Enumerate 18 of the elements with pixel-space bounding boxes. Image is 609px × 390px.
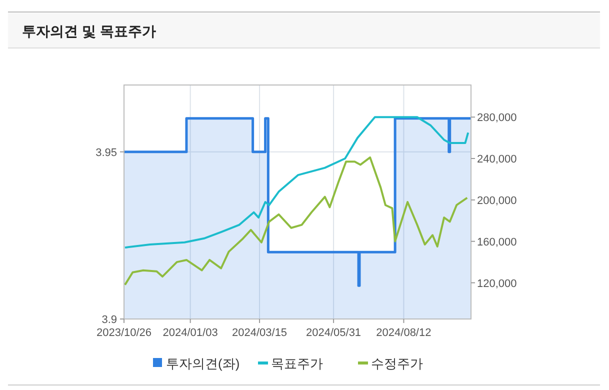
- y2-tick-label: 160,000: [477, 236, 517, 248]
- y2-tick-label: 240,000: [477, 154, 517, 166]
- legend-label: 투자의견(좌): [166, 356, 240, 371]
- legend-label: 수정주가: [371, 356, 423, 371]
- line-series: [124, 156, 468, 286]
- y2-tick-label: 200,000: [477, 194, 517, 207]
- x-tick-label: 2023/10/26: [96, 327, 152, 339]
- y2-tick-label: 120,000: [477, 278, 517, 290]
- chart-title: 투자의견 및 목표주가: [22, 23, 156, 39]
- y-tick-label: 3.9: [102, 314, 117, 326]
- y2-tick-label: 280,000: [477, 112, 517, 124]
- x-tick-label: 2024/08/12: [376, 327, 432, 339]
- x-tick-label: 2024/05/31: [306, 327, 362, 339]
- y-tick-label: 3.95: [96, 146, 117, 159]
- legend-label: 목표주가: [271, 356, 323, 371]
- line-series: [124, 116, 470, 249]
- x-tick-label: 2024/03/15: [232, 327, 288, 339]
- x-tick-label: 2024/01/03: [162, 327, 218, 339]
